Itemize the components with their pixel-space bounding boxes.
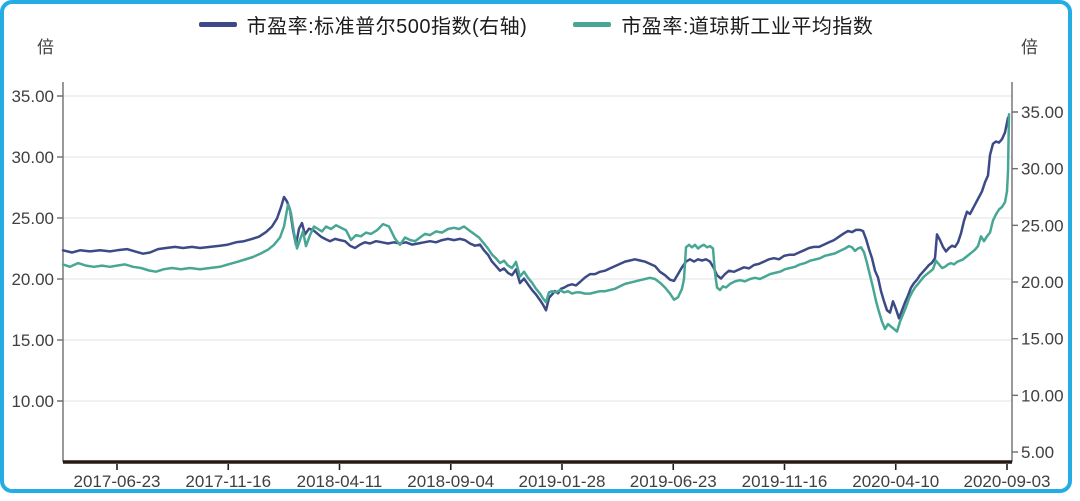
x-axis-tick-label: 2020-04-10 [852, 472, 939, 491]
right-axis-tick-label: 30.00 [1021, 160, 1064, 179]
right-axis-tick-label: 20.00 [1021, 273, 1064, 292]
x-axis-tick-label: 2018-09-04 [407, 472, 494, 491]
x-axis-tick-label: 2019-06-23 [630, 472, 717, 491]
legend-item-sp500: 市盈率:标准普尔500指数(右轴) [198, 10, 528, 39]
series-line-sp500 [61, 116, 1010, 320]
right-axis-tick-label: 25.00 [1021, 216, 1064, 235]
pe-ratio-dual-axis-chart: 35.00 30.00 25.00 20.00 15.00 10.00 倍 35.00 30.0… [11, 38, 1064, 491]
left-axis-tick-label: 20.00 [11, 270, 54, 289]
right-axis-tick-label: 35.00 [1021, 103, 1064, 122]
left-axis-unit-label: 倍 [37, 38, 54, 57]
x-axis-tick-label: 2019-11-16 [742, 472, 828, 491]
chart-legend: 市盈率:标准普尔500指数(右轴) 市盈率:道琼斯工业平均指数 [4, 10, 1068, 39]
left-axis-tick-label: 15.00 [11, 331, 54, 350]
chart-frame: 市盈率:标准普尔500指数(右轴) 市盈率:道琼斯工业平均指数 35.00 30.… [0, 0, 1072, 493]
legend-label-sp500: 市盈率:标准普尔500指数(右轴) [246, 16, 528, 38]
left-axis-tick-label: 25.00 [11, 209, 54, 228]
x-axis-tick-label: 2017-06-23 [74, 472, 161, 491]
right-axis-tick-label: 15.00 [1021, 330, 1064, 349]
sp500-line-swatch [198, 22, 237, 27]
x-axis-tick-label: 2017-11-16 [185, 472, 271, 491]
x-axis-tick-label: 2020-09-03 [964, 472, 1051, 491]
dow-line-swatch [573, 22, 612, 27]
x-axis-tick-label: 2019-01-28 [519, 472, 606, 491]
left-axis-tick-label: 30.00 [11, 148, 54, 167]
left-axis-tick-label: 35.00 [11, 87, 54, 106]
x-axis-tick-label: 2018-04-11 [297, 472, 383, 491]
legend-label-dow: 市盈率:道琼斯工业平均指数 [621, 16, 874, 38]
series-line-dow [61, 113, 1011, 333]
left-axis-tick-label: 10.00 [11, 392, 54, 411]
right-axis-unit-label: 倍 [1021, 38, 1038, 57]
legend-item-dow: 市盈率:道琼斯工业平均指数 [573, 10, 873, 39]
right-axis-tick-label: 5.00 [1021, 443, 1054, 462]
right-axis-tick-label: 10.00 [1021, 386, 1064, 405]
